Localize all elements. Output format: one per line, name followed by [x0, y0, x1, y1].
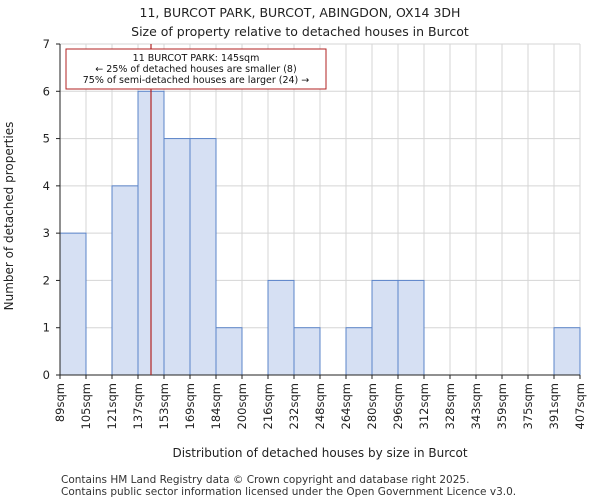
- x-tick-label: 391sqm: [547, 383, 561, 429]
- y-tick-label: 3: [43, 226, 50, 240]
- x-tick-label: 184sqm: [209, 383, 223, 429]
- histogram-bar: [267, 279, 295, 376]
- x-tick-label: 343sqm: [469, 383, 483, 429]
- y-tick-label: 7: [43, 37, 50, 51]
- y-tick-label: 2: [43, 273, 50, 287]
- histogram-bar: [371, 279, 399, 376]
- y-tick-label: 6: [43, 84, 50, 98]
- histogram-bar: [163, 138, 191, 376]
- marker-layer: 11 BURCOT PARK: 145sqm← 25% of detached …: [65, 44, 327, 375]
- histogram-bar: [189, 138, 217, 376]
- x-tick-label: 407sqm: [573, 383, 587, 429]
- chart-title-line2: Size of property relative to detached ho…: [131, 24, 469, 39]
- x-tick-label: 105sqm: [79, 383, 93, 429]
- annotation-line: ← 25% of detached houses are smaller (8): [95, 64, 296, 75]
- footer-line1: Contains HM Land Registry data © Crown c…: [61, 474, 470, 486]
- y-tick-label: 1: [43, 321, 50, 335]
- x-tick-label: 296sqm: [391, 383, 405, 429]
- x-tick-label: 121sqm: [105, 383, 119, 429]
- x-tick-label: 280sqm: [365, 383, 379, 429]
- x-tick-label: 328sqm: [443, 383, 457, 429]
- x-tick-label: 264sqm: [339, 383, 353, 429]
- x-tick-label: 200sqm: [235, 383, 249, 429]
- x-tick-label: 312sqm: [417, 383, 431, 429]
- x-tick-label: 89sqm: [53, 383, 67, 422]
- histogram-bar: [553, 327, 581, 376]
- y-tick-label: 4: [43, 179, 50, 193]
- histogram-bar: [111, 185, 139, 376]
- x-tick-label: 375sqm: [521, 383, 535, 429]
- x-tick-label: 169sqm: [183, 383, 197, 429]
- x-axis-label: Distribution of detached houses by size …: [172, 446, 467, 460]
- x-tick-label: 137sqm: [131, 383, 145, 429]
- histogram-bar: [293, 327, 321, 376]
- y-axis-label: Number of detached properties: [2, 122, 16, 311]
- x-tick-label: 232sqm: [287, 383, 301, 429]
- chart-title-line1: 11, BURCOT PARK, BURCOT, ABINGDON, OX14 …: [139, 5, 461, 20]
- x-tick-label: 359sqm: [495, 383, 509, 429]
- x-tick-label: 153sqm: [157, 383, 171, 429]
- histogram-bar: [397, 279, 425, 376]
- ticks-layer: 0 1 2 3 4 5 6 7 89sqm 105sqm 121sqm 137sqm 153sqm 169…: [43, 37, 587, 429]
- footer-line2: Contains public sector information licen…: [61, 486, 517, 498]
- annotation-box: [65, 48, 327, 90]
- y-tick-label: 5: [43, 132, 50, 146]
- y-tick-label: 0: [43, 368, 50, 382]
- annotation-line: 75% of semi-detached houses are larger (…: [83, 75, 310, 86]
- histogram-bar: [215, 327, 243, 376]
- bars-layer: [59, 90, 581, 376]
- x-tick-label: 216sqm: [261, 383, 275, 429]
- histogram-bar: [345, 327, 373, 376]
- annotation-line: 11 BURCOT PARK: 145sqm: [133, 53, 260, 64]
- histogram-bar: [59, 232, 87, 376]
- x-tick-label: 248sqm: [313, 383, 327, 429]
